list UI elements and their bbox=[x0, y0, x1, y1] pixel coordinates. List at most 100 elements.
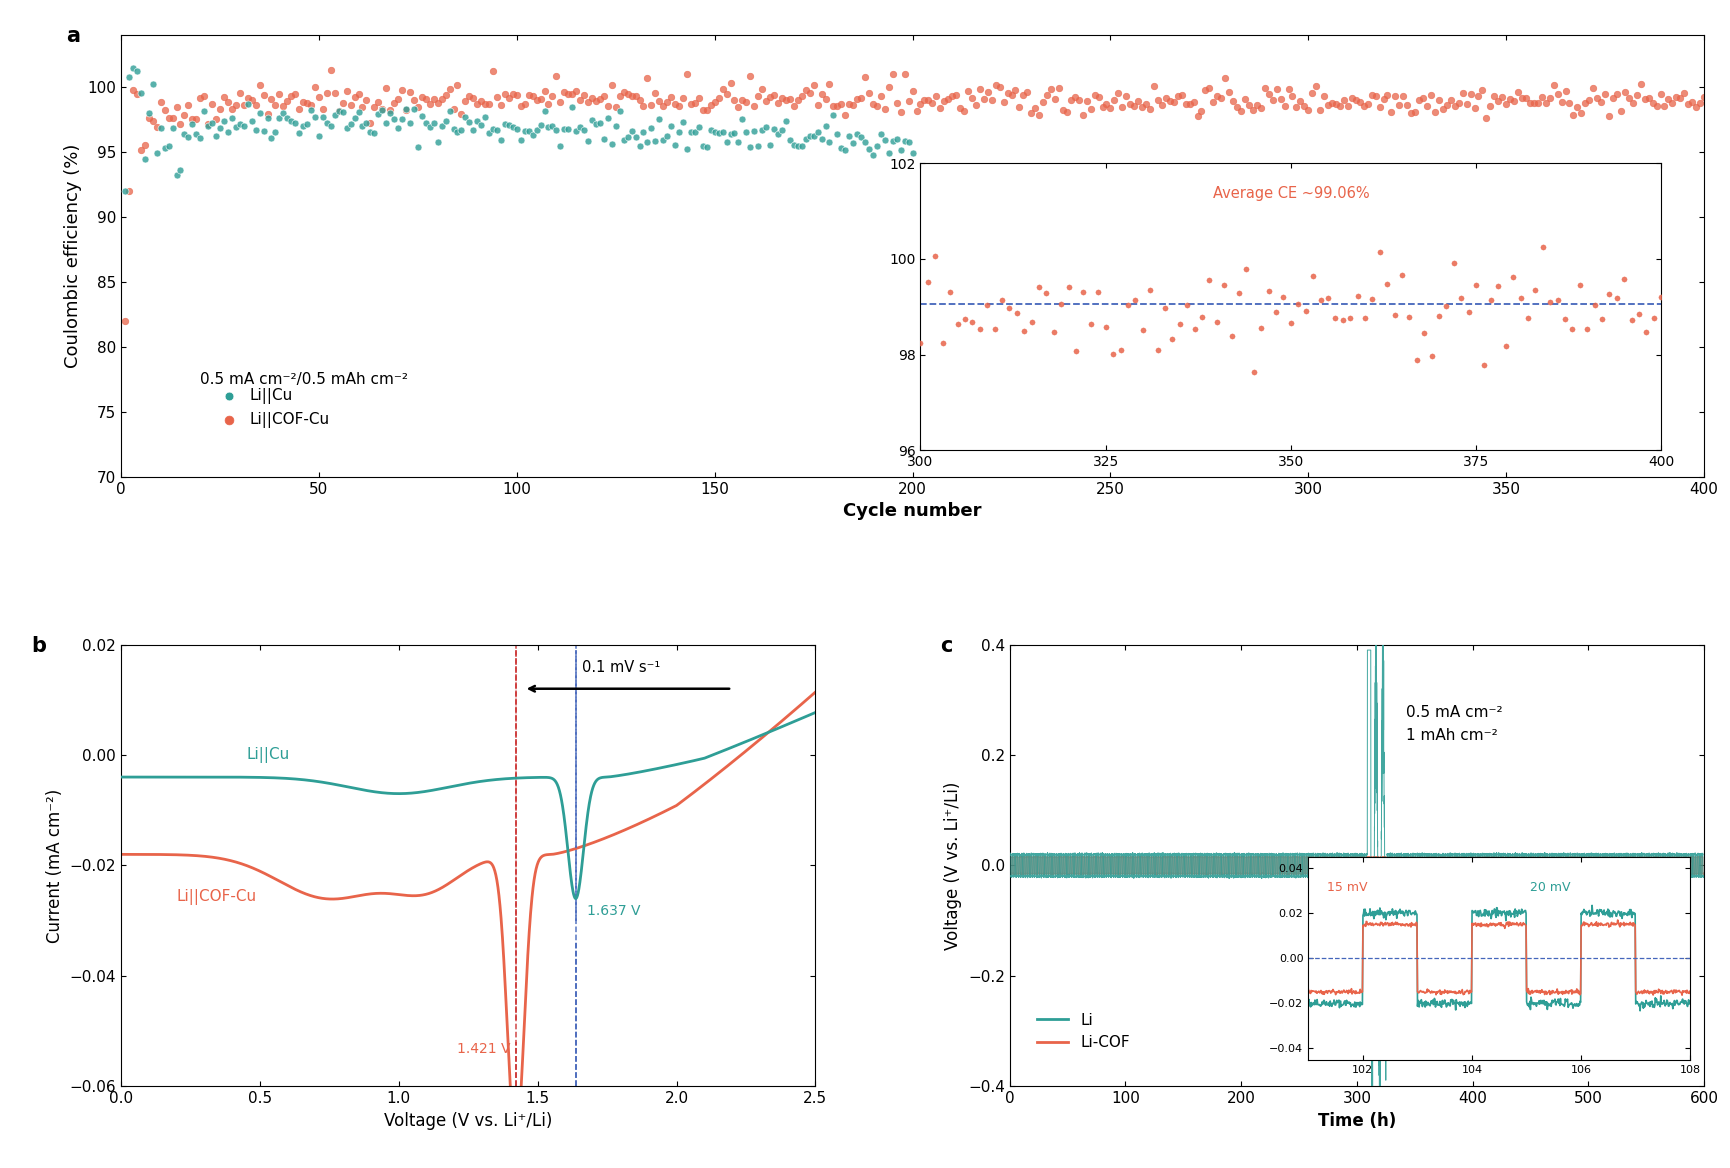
Point bbox=[1159, 92, 1187, 111]
Point bbox=[507, 97, 535, 116]
Point bbox=[123, 85, 151, 104]
Point bbox=[1303, 77, 1330, 96]
Point bbox=[1413, 97, 1441, 116]
Point bbox=[439, 99, 467, 118]
Point bbox=[1014, 83, 1041, 102]
Point bbox=[178, 110, 206, 128]
Point bbox=[507, 131, 535, 150]
Point bbox=[661, 135, 689, 154]
Point bbox=[1687, 93, 1714, 112]
Point bbox=[1168, 85, 1195, 104]
Point bbox=[1156, 91, 1183, 110]
Point bbox=[685, 89, 713, 107]
Point bbox=[666, 123, 694, 141]
Point bbox=[206, 100, 234, 119]
Point bbox=[1299, 84, 1327, 103]
Point bbox=[882, 93, 910, 112]
Point bbox=[313, 114, 341, 133]
Point bbox=[618, 86, 645, 105]
Point bbox=[234, 95, 261, 113]
Point bbox=[159, 119, 187, 138]
Point bbox=[381, 110, 408, 128]
Point bbox=[1287, 92, 1315, 111]
Point bbox=[273, 91, 301, 110]
Point bbox=[642, 132, 670, 151]
Point bbox=[1239, 100, 1266, 119]
Point bbox=[1393, 96, 1420, 114]
Point bbox=[626, 91, 654, 110]
Point bbox=[432, 86, 460, 105]
Point bbox=[341, 109, 368, 127]
Point bbox=[322, 105, 349, 124]
Point bbox=[119, 81, 147, 99]
Point bbox=[503, 120, 531, 139]
Point bbox=[593, 109, 621, 127]
Point bbox=[1481, 86, 1509, 105]
Point bbox=[1112, 88, 1140, 106]
Point bbox=[618, 121, 645, 140]
Point bbox=[894, 91, 922, 110]
Point bbox=[704, 124, 732, 142]
Point bbox=[1426, 91, 1453, 110]
Point bbox=[1512, 89, 1540, 107]
Point bbox=[676, 123, 704, 141]
Point bbox=[1635, 89, 1663, 107]
Point bbox=[163, 97, 190, 116]
Point bbox=[851, 68, 879, 86]
Point bbox=[1682, 98, 1709, 117]
Point bbox=[1515, 93, 1543, 112]
Point bbox=[670, 112, 697, 131]
Point bbox=[915, 90, 943, 109]
Point bbox=[294, 114, 322, 133]
Point bbox=[424, 93, 452, 112]
Point bbox=[1315, 96, 1342, 114]
Point bbox=[1543, 84, 1571, 103]
Point bbox=[1021, 99, 1048, 118]
Point bbox=[209, 88, 237, 106]
Point bbox=[645, 110, 673, 128]
Point bbox=[1349, 97, 1377, 116]
Point bbox=[498, 85, 526, 104]
Point bbox=[258, 128, 285, 147]
Point bbox=[1626, 75, 1654, 93]
Point bbox=[388, 81, 415, 99]
Point bbox=[400, 99, 427, 118]
Point bbox=[887, 141, 915, 160]
Point bbox=[638, 119, 666, 138]
Point bbox=[1005, 98, 1033, 117]
Point bbox=[123, 62, 151, 81]
Point bbox=[1137, 99, 1164, 118]
Point bbox=[1374, 85, 1401, 104]
Point bbox=[614, 127, 642, 146]
Point bbox=[230, 96, 258, 114]
Point bbox=[304, 126, 332, 145]
Point bbox=[510, 95, 538, 113]
Point bbox=[1029, 92, 1057, 111]
Point bbox=[424, 133, 452, 152]
Text: 0.5 mA cm⁻²/0.5 mAh cm⁻²: 0.5 mA cm⁻²/0.5 mAh cm⁻² bbox=[201, 373, 408, 387]
Point bbox=[116, 68, 144, 86]
Point bbox=[285, 99, 313, 118]
Point bbox=[1100, 91, 1128, 110]
Point bbox=[1334, 97, 1362, 116]
Point bbox=[325, 102, 353, 120]
Point bbox=[1085, 88, 1112, 106]
Point bbox=[1060, 88, 1088, 106]
Point bbox=[772, 111, 799, 130]
Point bbox=[1310, 86, 1337, 105]
Point bbox=[237, 90, 265, 109]
Point bbox=[1121, 96, 1149, 114]
Point bbox=[578, 89, 606, 107]
Point bbox=[1223, 97, 1251, 116]
Point bbox=[792, 81, 820, 99]
Point bbox=[234, 89, 261, 107]
Point bbox=[227, 114, 254, 133]
Point bbox=[377, 104, 405, 123]
Point bbox=[151, 100, 178, 119]
Point bbox=[768, 89, 796, 107]
Point bbox=[182, 110, 209, 128]
Point bbox=[749, 120, 777, 139]
Point bbox=[1548, 93, 1576, 112]
Point bbox=[368, 99, 396, 118]
Point bbox=[581, 91, 609, 110]
